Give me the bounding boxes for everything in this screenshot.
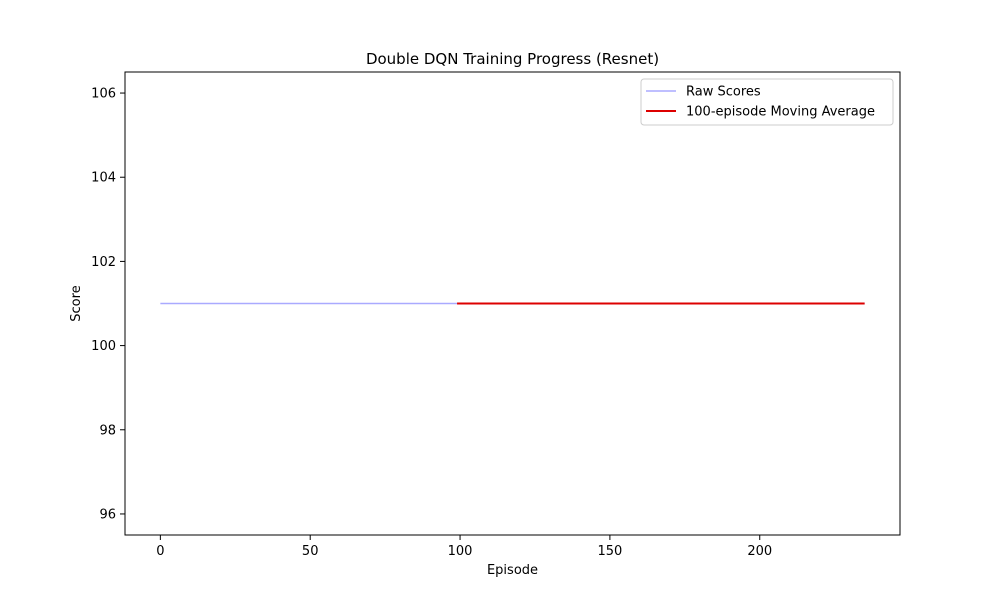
- chart-title: Double DQN Training Progress (Resnet): [366, 50, 659, 68]
- legend-box: [640, 78, 894, 126]
- legend-label-moving-average: 100-episode Moving Average: [686, 105, 875, 120]
- x-tick-label: 100: [448, 544, 473, 559]
- x-tick-label: 50: [302, 544, 319, 559]
- plot-area-frame: [124, 71, 901, 536]
- y-tick-label: 104: [91, 171, 116, 186]
- y-tick-label: 96: [99, 507, 116, 522]
- legend-label-raw-scores: Raw Scores: [686, 85, 761, 100]
- x-tick-label: 200: [747, 544, 772, 559]
- y-tick-label: 106: [91, 87, 116, 102]
- legend: Raw Scores 100-episode Moving Average: [640, 78, 894, 126]
- y-axis: 96 98 100 102 104 106: [91, 87, 125, 522]
- x-axis-label: Episode: [487, 563, 538, 578]
- y-axis-label: Score: [69, 285, 84, 321]
- y-tick-label: 102: [91, 255, 116, 270]
- y-tick-label: 100: [91, 339, 116, 354]
- y-tick-label: 98: [99, 423, 116, 438]
- x-tick-label: 150: [597, 544, 622, 559]
- x-axis: 0 50 100 150 200: [156, 535, 772, 559]
- x-tick-label: 0: [156, 544, 164, 559]
